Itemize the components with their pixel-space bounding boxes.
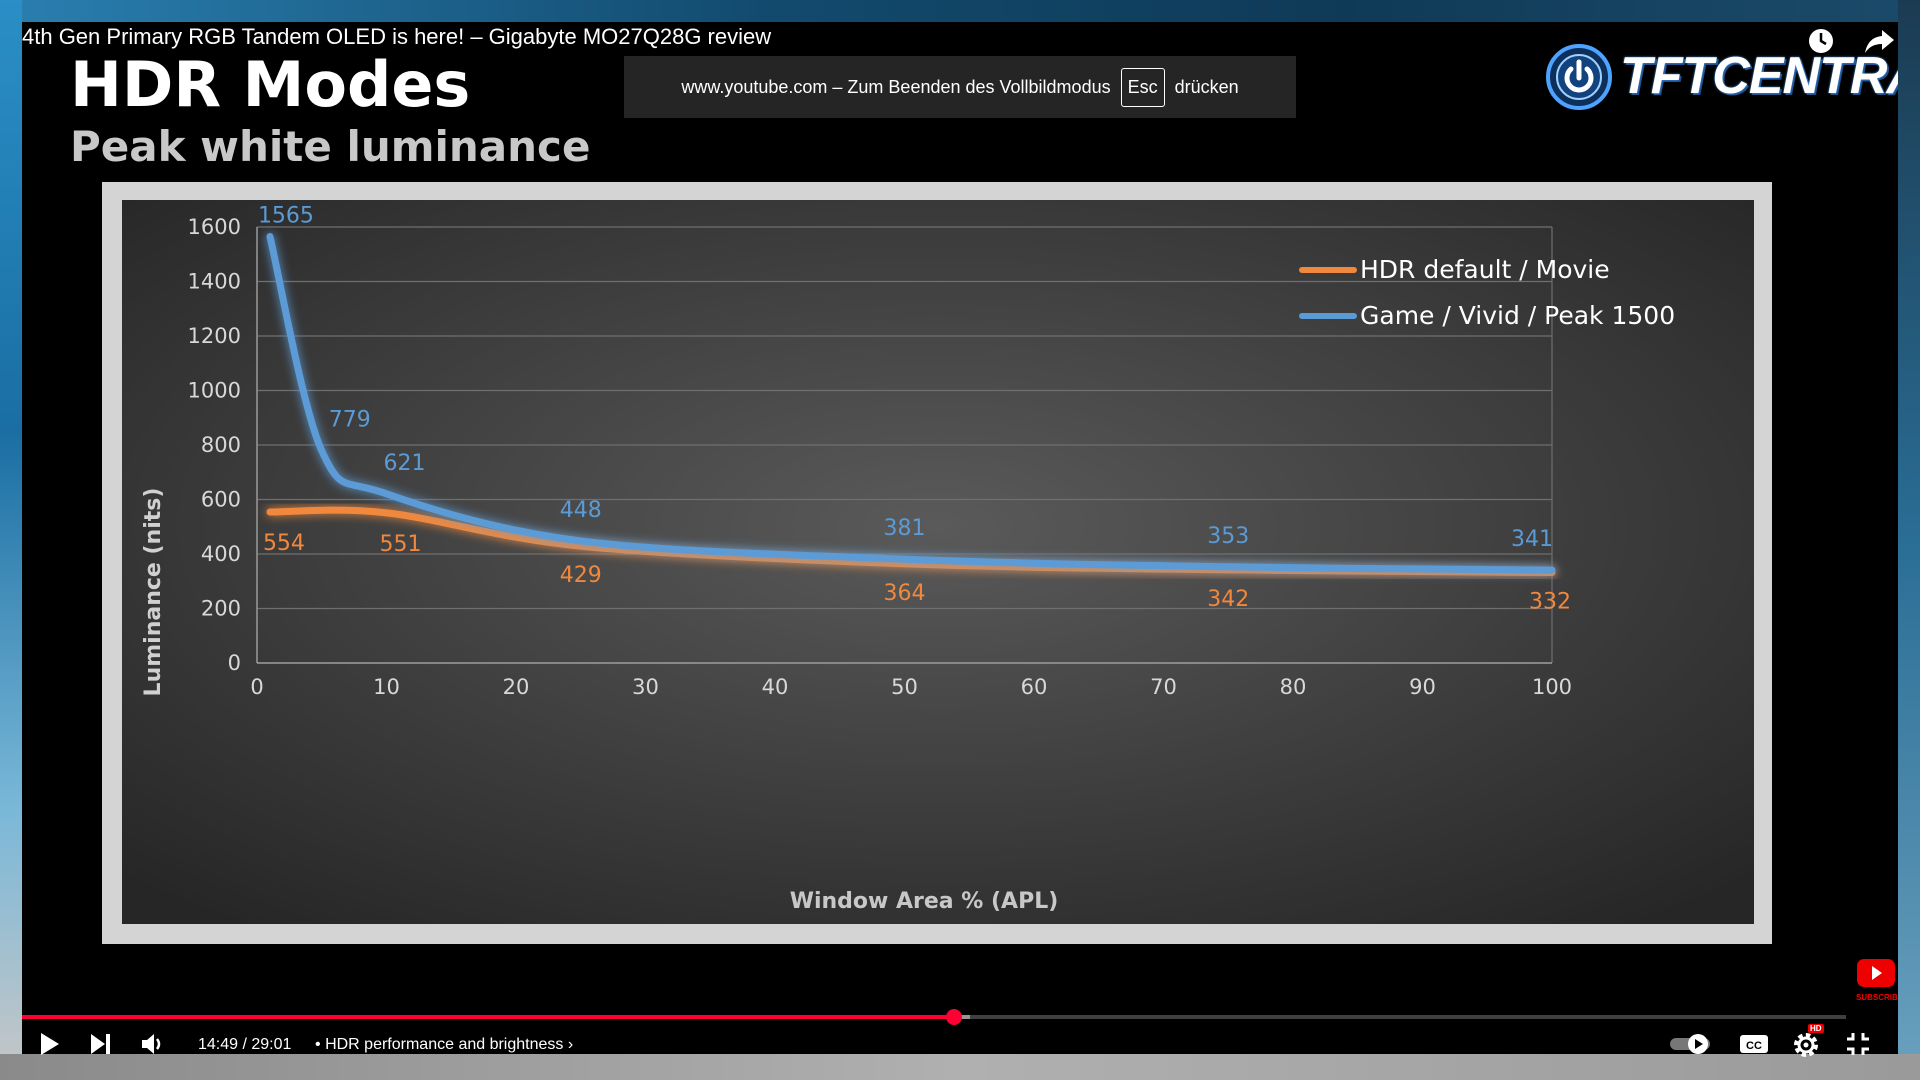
- next-icon: [91, 1034, 110, 1054]
- tftcentral-logo: TFTCENTRAL: [1544, 40, 1898, 120]
- data-label: 381: [884, 516, 926, 541]
- volume-button[interactable]: [134, 1026, 170, 1062]
- progress-track[interactable]: [22, 1009, 1846, 1025]
- chevron-right-icon: ›: [567, 1036, 574, 1053]
- x-tick-label: 0: [250, 675, 263, 699]
- legend-label: HDR default / Movie: [1360, 255, 1610, 284]
- player-controls: 14:49 / 29:01 • HDR performance and brig…: [22, 1022, 1898, 1068]
- x-tick-label: 60: [1021, 675, 1048, 699]
- subscribe-label: SUBSCRIBE: [1856, 993, 1898, 1002]
- data-label: 341: [1511, 527, 1553, 552]
- data-label: 551: [380, 532, 422, 557]
- autoplay-toggle[interactable]: [1668, 1026, 1714, 1062]
- x-tick-label: 90: [1409, 675, 1436, 699]
- y-tick-label: 1000: [188, 379, 241, 403]
- exit-fullscreen-icon: [1847, 1033, 1869, 1055]
- y-tick-label: 1200: [188, 324, 241, 348]
- data-label: 332: [1529, 590, 1571, 615]
- progress-scrubber[interactable]: [946, 1009, 963, 1025]
- y-tick-label: 200: [201, 597, 241, 621]
- watch-later-icon[interactable]: [1802, 22, 1840, 60]
- settings-button[interactable]: HD: [1788, 1024, 1824, 1062]
- exit-fullscreen-button[interactable]: [1840, 1026, 1876, 1062]
- data-label: 342: [1207, 587, 1249, 612]
- y-tick-label: 1600: [188, 215, 241, 239]
- data-label: 1565: [258, 204, 314, 229]
- power-logo-icon: [1546, 44, 1612, 110]
- hd-badge: HD: [1808, 1024, 1824, 1033]
- data-label: 621: [384, 451, 426, 476]
- series-line: [266, 233, 1556, 574]
- desktop-background-left: [0, 0, 22, 1080]
- x-tick-label: 10: [373, 675, 400, 699]
- autoplay-toggle-icon: [1670, 1034, 1710, 1054]
- x-tick-label: 100: [1532, 675, 1572, 699]
- desktop-background-top: [0, 0, 1920, 22]
- fullscreen-notice: www.youtube.com – Zum Beenden des Vollbi…: [624, 56, 1296, 118]
- play-button[interactable]: [30, 1026, 66, 1062]
- chart-legend: HDR default / Movie Game / Vivid / Peak 1…: [1299, 255, 1675, 330]
- y-tick-label: 0: [228, 651, 241, 675]
- legend-label: Game / Vivid / Peak 1500: [1360, 301, 1675, 330]
- video-title[interactable]: 4th Gen Primary RGB Tandem OLED is here!…: [22, 24, 772, 49]
- x-tick-label: 80: [1280, 675, 1307, 699]
- play-icon: [41, 1033, 59, 1055]
- slide-subtitle: Peak white luminance: [70, 122, 591, 171]
- data-label: 448: [560, 498, 602, 523]
- data-label: 364: [884, 581, 926, 606]
- time-display: 14:49 / 29:01: [198, 1036, 292, 1053]
- svg-text:CC: CC: [1746, 1040, 1762, 1052]
- data-label: 554: [263, 531, 305, 556]
- youtube-subscribe-icon[interactable]: SUBSCRIBE: [1856, 958, 1898, 1004]
- x-tick-label: 40: [762, 675, 789, 699]
- y-tick-label: 1400: [188, 270, 241, 294]
- next-button[interactable]: [82, 1026, 118, 1062]
- y-tick-label: 600: [201, 488, 241, 512]
- data-label: 779: [329, 408, 371, 433]
- x-tick-label: 70: [1150, 675, 1177, 699]
- desktop-background-right: [1898, 0, 1920, 1080]
- settings-icon: [1794, 1033, 1818, 1057]
- data-label: 353: [1207, 524, 1249, 549]
- luminance-chart: 0 200 400 600 800 1000 1200 1400 1600 0 10 20 30 40 50…: [122, 200, 1754, 924]
- x-tick-label: 30: [632, 675, 659, 699]
- share-icon[interactable]: [1860, 22, 1898, 60]
- subtitles-button[interactable]: CC: [1736, 1026, 1772, 1062]
- fullscreen-notice-suffix: drücken: [1174, 76, 1239, 97]
- y-axis-label: Luminance (nits): [141, 488, 166, 697]
- fullscreen-notice-text: www.youtube.com – Zum Beenden des Vollbi…: [681, 76, 1111, 97]
- logo-text: TFTCENTRAL: [1620, 47, 1898, 105]
- y-tick-label: 800: [201, 433, 241, 457]
- x-axis-label: Window Area % (APL): [790, 889, 1059, 914]
- volume-icon: [142, 1034, 161, 1054]
- slide-title: HDR Modes: [70, 48, 471, 121]
- chapter-label: HDR performance and brightness: [325, 1036, 564, 1053]
- fullscreen-notice-key: Esc: [1120, 67, 1165, 107]
- chapter-separator: •: [315, 1036, 321, 1053]
- desktop-background-bottom: [0, 1054, 1920, 1080]
- subtitles-icon: CC: [1740, 1035, 1768, 1053]
- x-tick-label: 20: [503, 675, 530, 699]
- progress-played: [22, 1015, 955, 1019]
- data-label: 429: [560, 563, 602, 588]
- chapter-title[interactable]: • HDR performance and brightness ›: [315, 1036, 573, 1054]
- y-tick-label: 400: [201, 542, 241, 566]
- x-tick-label: 50: [891, 675, 918, 699]
